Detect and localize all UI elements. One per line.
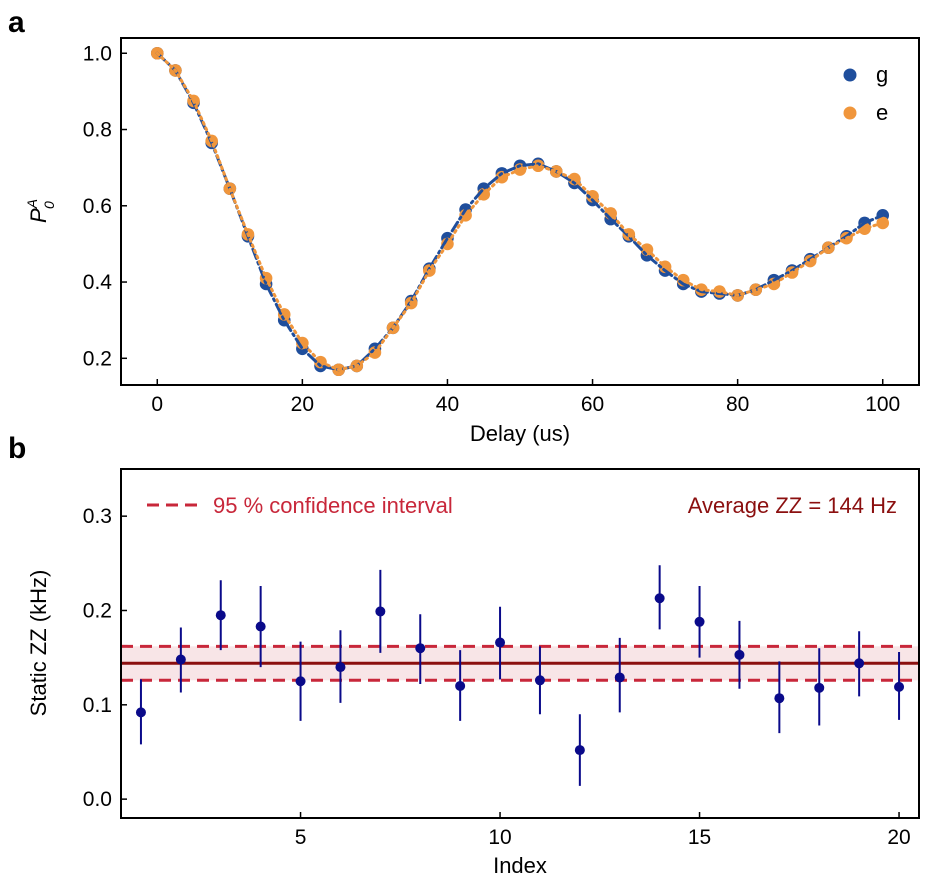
x-tick-label: 5 (295, 826, 307, 849)
x-tick-label: 20 (887, 826, 910, 849)
zz-data-point (814, 682, 825, 693)
series-e-fit-line (155, 51, 885, 372)
panel-a: a 0 20 40 60 80 100 0.2 0.4 0.6 0.8 1.0 Delay (us)… (8, 6, 920, 446)
zz-data-point (694, 616, 705, 627)
y-tick-label: 0.2 (83, 599, 112, 622)
zz-data-point (375, 606, 386, 617)
panel-b-x-axis-label: Index (493, 853, 547, 878)
zz-data-point (295, 676, 306, 687)
zz-data-point (455, 680, 466, 691)
y-label-sub: 0 (41, 201, 57, 209)
y-tick-label: 0.8 (83, 119, 112, 142)
panel-b-plot-frame (120, 468, 920, 819)
y-tick-label: 0.4 (83, 271, 113, 294)
panel-b-ticks: 5 10 15 20 0.0 0.1 0.2 0.3 (83, 505, 911, 849)
y-tick-label: 0.1 (83, 694, 112, 717)
zz-data-point (734, 649, 745, 660)
zz-data-point (215, 610, 226, 621)
panel-b-letter: b (8, 432, 26, 465)
series-g-fit-line (155, 51, 885, 372)
panel-a-letter: a (8, 6, 25, 39)
zz-data-point (774, 693, 785, 704)
panel-b-y-axis-label: Static ZZ (kHz) (26, 570, 51, 717)
panel-a-x-axis-label: Delay (us) (470, 421, 570, 446)
zz-data-point (495, 637, 506, 648)
zz-data-point (534, 675, 545, 686)
x-tick-label: 40 (436, 393, 459, 416)
zz-data-point (135, 707, 146, 718)
y-tick-label: 0.2 (83, 347, 112, 370)
panel-b-legend: 95 % confidence interval Average ZZ = 14… (147, 493, 897, 518)
x-tick-label: 0 (151, 393, 163, 416)
legend-marker-e (843, 106, 857, 120)
panel-a-y-axis-label: PA0 (24, 199, 57, 223)
y-label-base: P (26, 208, 51, 223)
y-tick-label: 0.3 (83, 505, 112, 528)
panel-a-ticks: 0 20 40 60 80 100 0.2 0.4 0.6 0.8 1.0 (83, 42, 900, 416)
panel-b-data-layer (121, 565, 919, 786)
panel-a-data-layer (150, 46, 890, 377)
zz-data-point (614, 672, 625, 683)
zz-data-point (335, 662, 346, 673)
panel-a-legend: g e (843, 62, 888, 125)
zz-data-point (654, 593, 665, 604)
x-tick-label: 15 (688, 826, 711, 849)
average-legend-label: Average ZZ = 144 Hz (688, 493, 897, 518)
x-tick-label: 10 (488, 826, 511, 849)
zz-data-point (175, 654, 186, 665)
y-tick-label: 0.0 (83, 788, 112, 811)
x-tick-label: 60 (581, 393, 604, 416)
legend-label-g: g (876, 62, 888, 87)
panel-a-plot-frame (120, 37, 920, 386)
legend-marker-g (843, 68, 857, 82)
y-tick-label: 1.0 (83, 42, 112, 65)
x-tick-label: 20 (291, 393, 314, 416)
zz-data-point (255, 621, 266, 632)
x-tick-label: 100 (865, 393, 900, 416)
zz-data-point (574, 745, 585, 756)
ci-legend-label: 95 % confidence interval (213, 493, 453, 518)
legend-label-e: e (876, 100, 888, 125)
zz-data-point (894, 681, 905, 692)
y-label-sup: A (24, 199, 40, 209)
panel-b: b 5 10 15 20 0.0 0.1 0.2 0.3 Index Static ZZ (k… (8, 432, 920, 878)
y-tick-label: 0.6 (83, 195, 112, 218)
x-tick-label: 80 (726, 393, 749, 416)
zz-data-point (854, 658, 865, 669)
zz-data-point (415, 643, 426, 654)
